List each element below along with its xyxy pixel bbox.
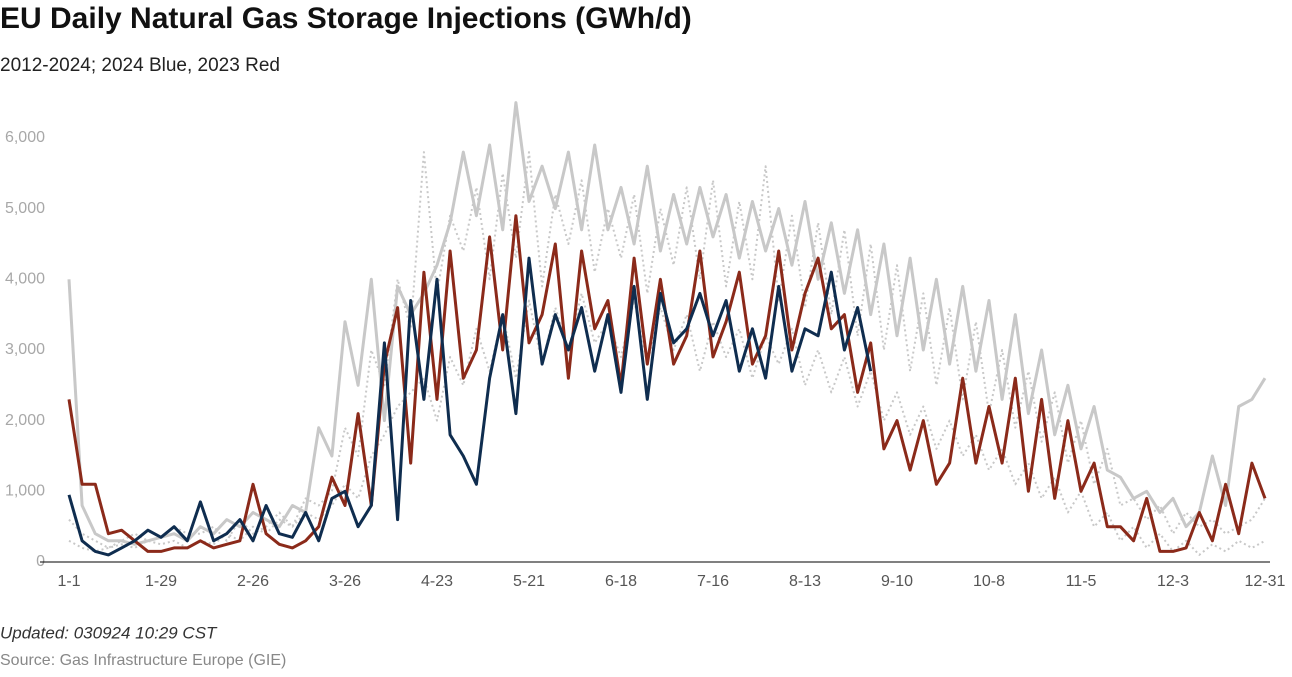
y-tick-label: 6,000 [5,129,45,146]
y-tick-label: 4,000 [5,271,45,288]
chart-subtitle: 2012-2024; 2024 Blue, 2023 Red [0,55,280,76]
x-tick-label: 12-3 [1157,573,1189,590]
x-tick-label: 11-5 [1066,573,1097,590]
x-tick-label: 1-29 [145,573,177,590]
x-tick-label: 9-10 [881,573,913,590]
note: Updated: 030924 10:29 CST [0,623,218,642]
x-tick-label: 6-18 [605,573,637,590]
source: Source: Gas Infrastructure Europe (GIE) [0,652,286,669]
x-tick-label: 8-13 [789,573,821,590]
chart-title: EU Daily Natural Gas Storage Injections … [0,2,692,35]
x-tick-label: 4-23 [421,573,453,590]
x-tick-label: 2-26 [237,573,269,590]
x-tick-label: 7-16 [697,573,729,590]
x-tick-label: 5-21 [513,573,545,590]
x-tick-label: 12-31 [1245,573,1286,590]
series-line [67,256,873,557]
y-tick-label: 1,000 [5,483,45,500]
series-line [67,101,1267,546]
x-tick-label: 3-26 [329,573,361,590]
y-tick-label: 2,000 [5,412,45,429]
y-tick-label: 5,000 [5,200,45,217]
x-tick-label: 1-1 [57,573,80,590]
series-line [68,151,1266,549]
y-tick-label: 3,000 [5,341,45,358]
x-tick-label: 10-8 [973,573,1005,590]
